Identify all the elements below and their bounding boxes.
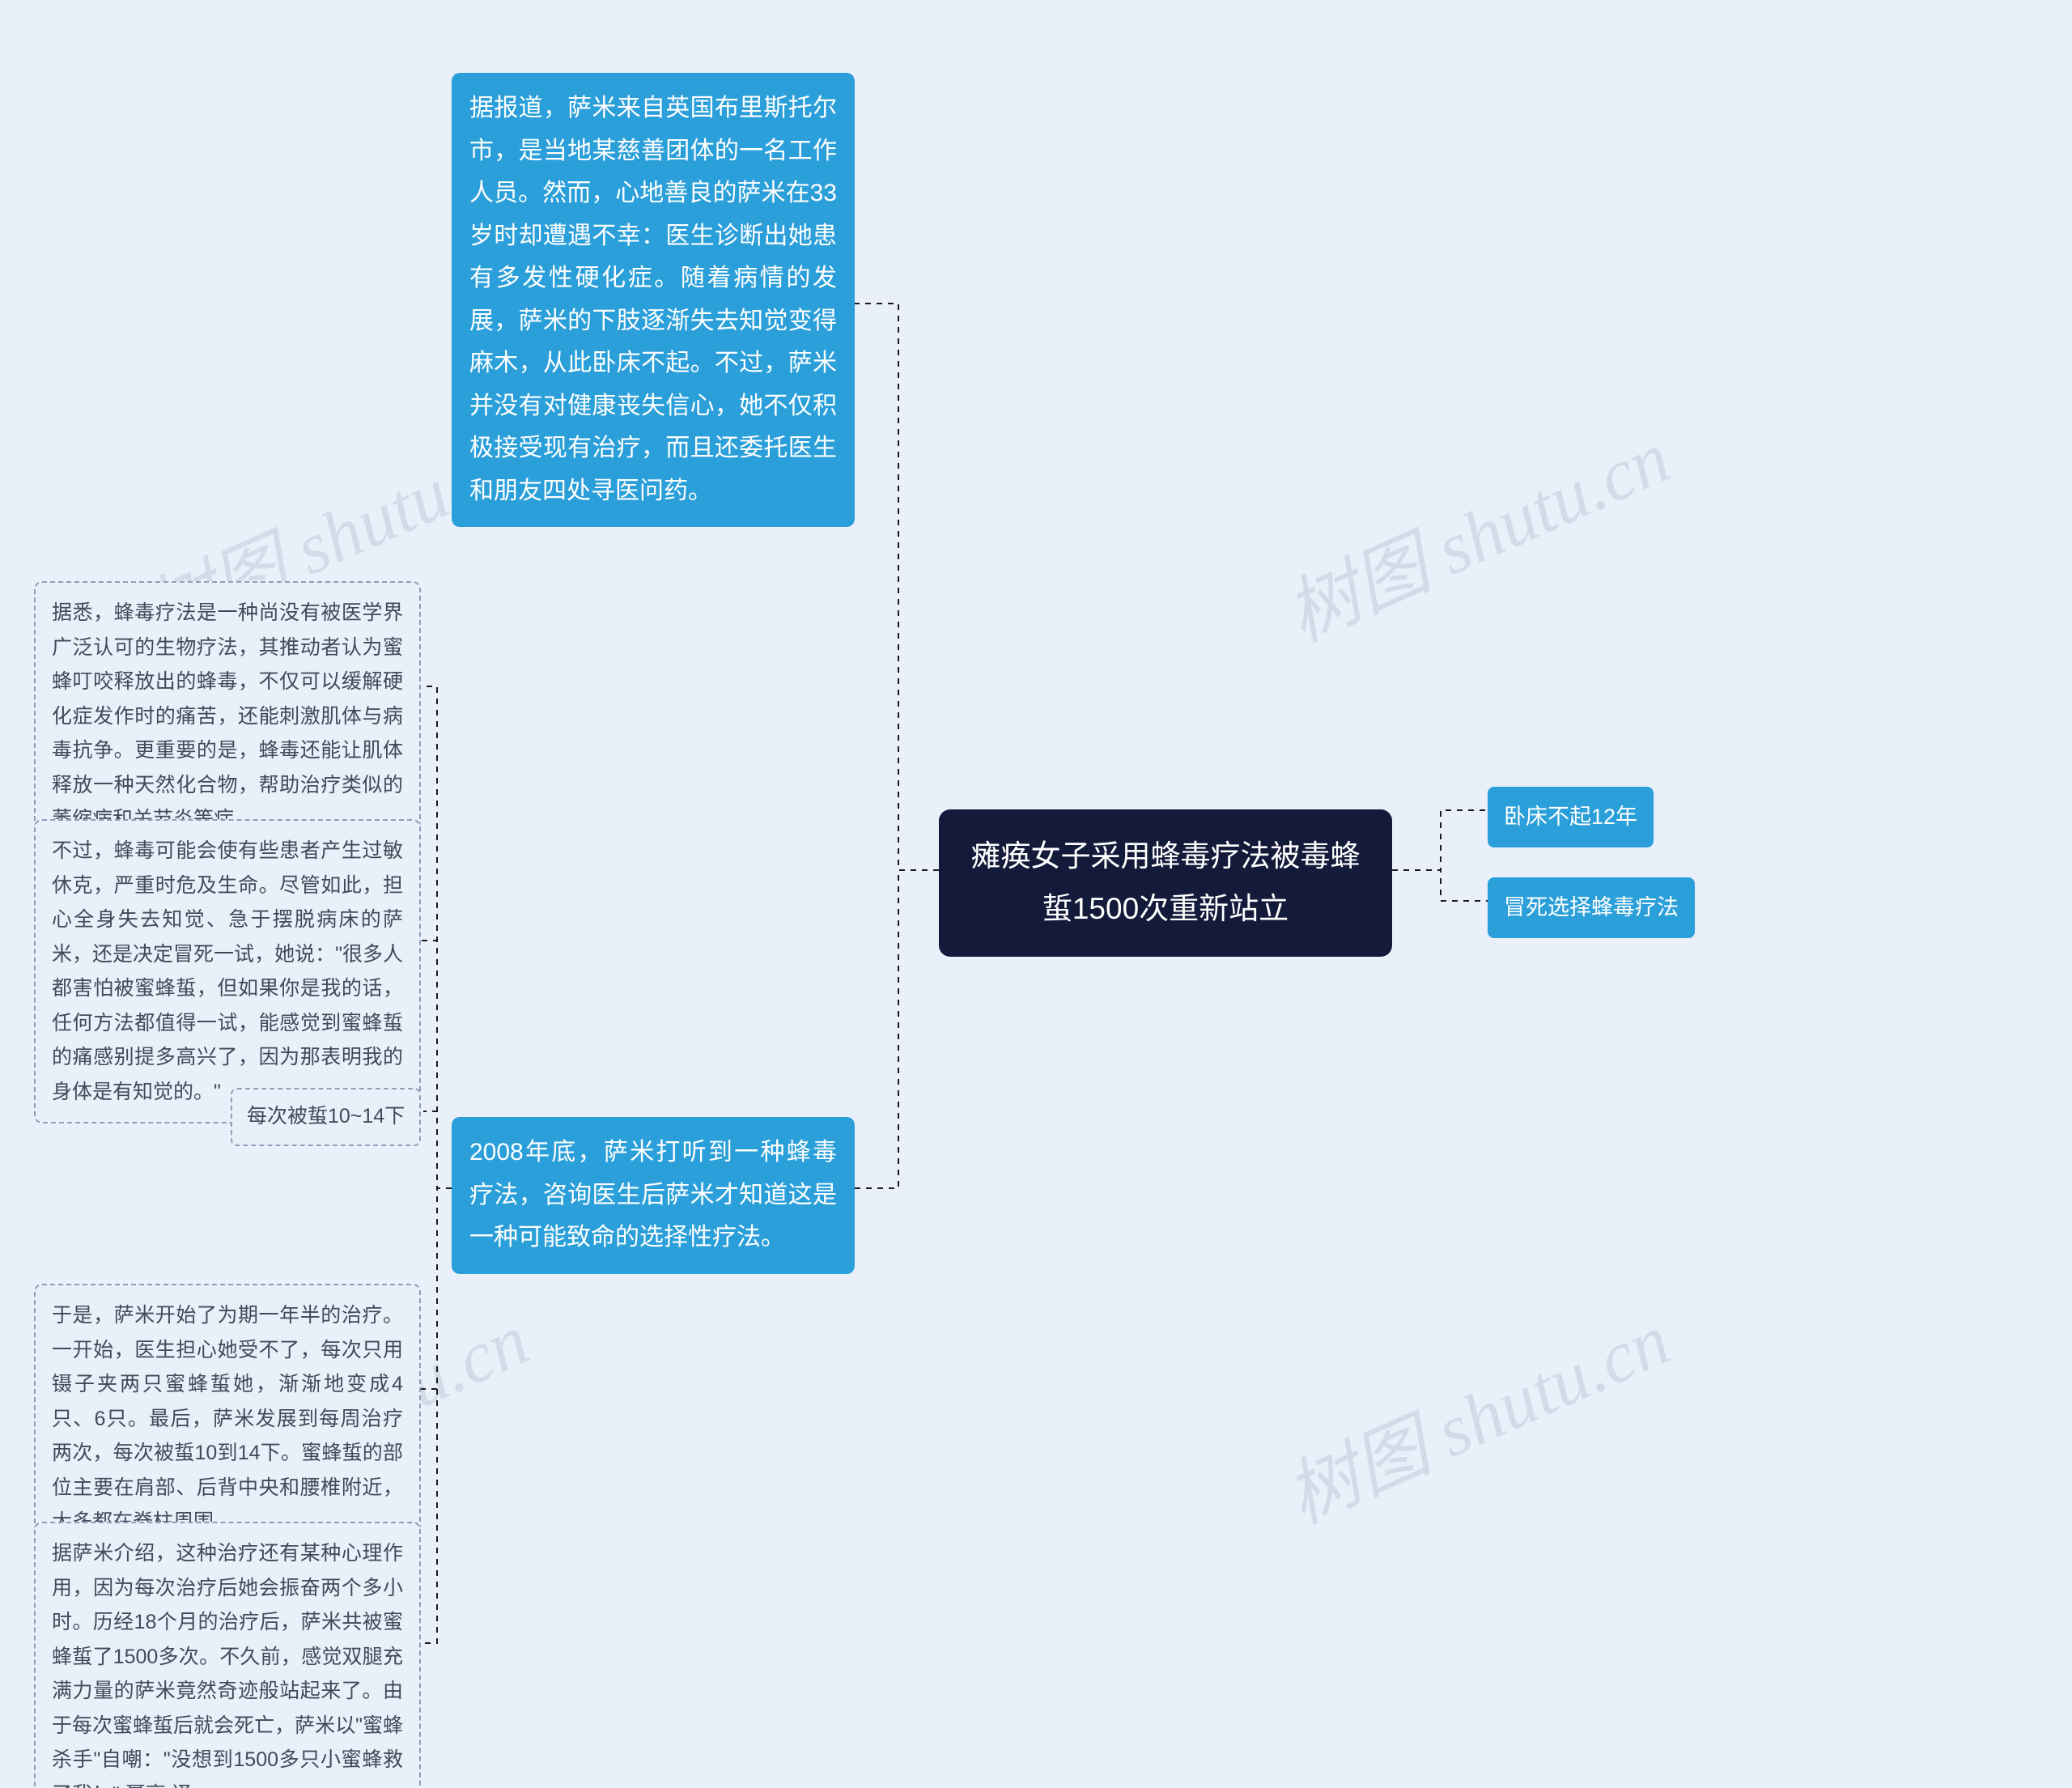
branch-text: 据报道，萨米来自英国布里斯托尔市，是当地某慈善团体的一名工作人员。然而，心地善良… [469, 95, 837, 504]
detail-node[interactable]: 据萨米介绍，这种治疗还有某种心理作用，因为每次治疗后她会振奋两个多小时。历经18… [34, 1522, 421, 1788]
leaf-node[interactable]: 冒死选择蜂毒疗法 [1488, 877, 1695, 938]
branch-text: 2008年底，萨米打听到一种蜂毒疗法，咨询医生后萨米才知道这是一种可能致命的选择… [469, 1139, 837, 1251]
detail-node[interactable]: 于是，萨米开始了为期一年半的治疗。一开始，医生担心她受不了，每次只用镊子夹两只蜜… [34, 1284, 421, 1554]
detail-text: 于是，萨米开始了为期一年半的治疗。一开始，医生担心她受不了，每次只用镊子夹两只蜜… [52, 1304, 403, 1533]
leaf-node[interactable]: 卧床不起12年 [1488, 787, 1654, 847]
detail-text: 据悉，蜂毒疗法是一种尚没有被医学界广泛认可的生物疗法，其推动者认为蜜蜂叮咬释放出… [52, 601, 403, 830]
detail-text: 据萨米介绍，这种治疗还有某种心理作用，因为每次治疗后她会振奋两个多小时。历经18… [52, 1542, 403, 1788]
root-label: 瘫痪女子采用蜂毒疗法被毒蜂蜇1500次重新站立 [971, 839, 1361, 925]
branch-node[interactable]: 据报道，萨米来自英国布里斯托尔市，是当地某慈善团体的一名工作人员。然而，心地善良… [452, 73, 855, 527]
detail-text: 不过，蜂毒可能会使有些患者产生过敏休克，严重时危及生命。尽管如此，担心全身失去知… [52, 839, 403, 1103]
leaf-label: 冒死选择蜂毒疗法 [1504, 895, 1679, 919]
detail-node[interactable]: 不过，蜂毒可能会使有些患者产生过敏休克，严重时危及生命。尽管如此，担心全身失去知… [34, 819, 421, 1123]
detail-node[interactable]: 据悉，蜂毒疗法是一种尚没有被医学界广泛认可的生物疗法，其推动者认为蜜蜂叮咬释放出… [34, 581, 421, 852]
detail-text: 每次被蜇10~14下 [247, 1105, 405, 1128]
leaf-label: 卧床不起12年 [1504, 805, 1637, 829]
detail-node[interactable]: 每次被蜇10~14下 [231, 1088, 421, 1146]
branch-node[interactable]: 2008年底，萨米打听到一种蜂毒疗法，咨询医生后萨米才知道这是一种可能致命的选择… [452, 1117, 855, 1274]
root-node[interactable]: 瘫痪女子采用蜂毒疗法被毒蜂蜇1500次重新站立 [939, 809, 1392, 957]
